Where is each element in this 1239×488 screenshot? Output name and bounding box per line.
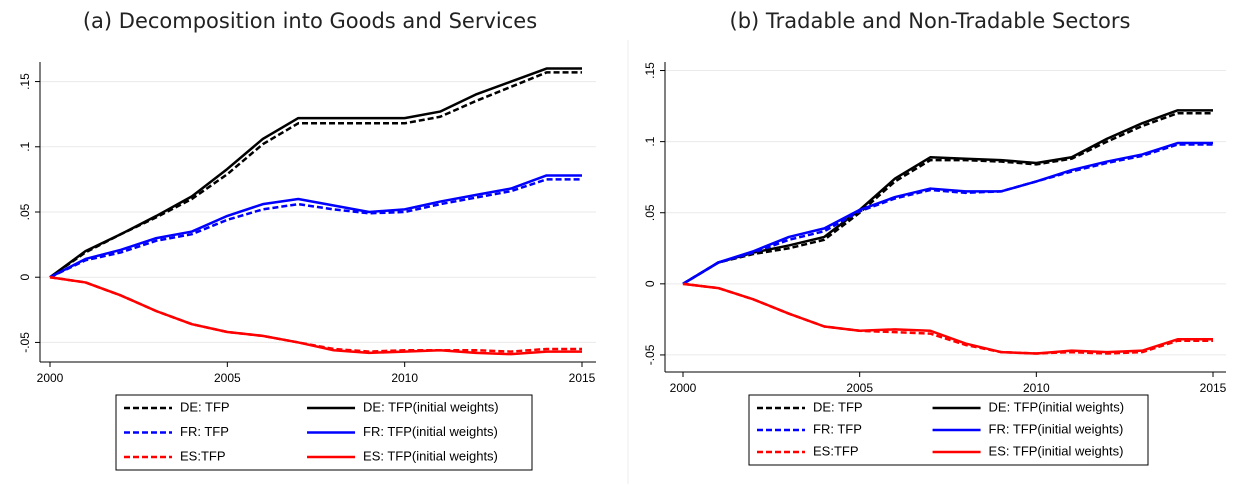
y-tick-label: .15 [18, 73, 32, 90]
legend: DE: TFP DE: TFP(initial weights) FR: TFP FR… [748, 394, 1149, 466]
y-tick-label: .1 [643, 136, 657, 146]
y-tick-label: .1 [18, 141, 32, 151]
series-line [49, 174, 582, 279]
legend-label: DE: TFP(initial weights) [989, 399, 1125, 414]
series-line [682, 282, 1213, 355]
x-tick-label: 2010 [1023, 381, 1050, 395]
x-tick-label: 2005 [846, 381, 873, 395]
legend-label: ES:TFP [813, 443, 859, 458]
y-tick-label: .05 [643, 204, 657, 221]
legend-label: FR: TFP(initial weights) [989, 421, 1124, 436]
series-line [682, 109, 1213, 285]
series-line [682, 143, 1213, 285]
y-tick-label: -.05 [643, 344, 657, 365]
series-line [682, 111, 1213, 285]
legend-label: ES:TFP [180, 448, 226, 463]
chart-title: (a) Decomposition into Goods and Service… [83, 9, 537, 33]
chart-title: (b) Tradable and Non-Tradable Sectors [730, 9, 1131, 33]
series-line [49, 67, 582, 279]
x-tick-label: 2015 [1200, 381, 1227, 395]
series-line [682, 141, 1213, 285]
y-tick-label: -.05 [18, 332, 32, 353]
series-line [682, 282, 1213, 355]
legend-label: FR: TFP [180, 424, 229, 439]
series-line [49, 178, 582, 279]
x-tick-label: 2015 [569, 371, 596, 385]
legend-label: ES: TFP(initial weights) [989, 443, 1124, 458]
legend-label: FR: TFP(initial weights) [363, 424, 498, 439]
legend-label: FR: TFP [813, 421, 862, 436]
y-tick-label: 0 [643, 280, 657, 287]
x-tick-label: 2010 [391, 371, 418, 385]
x-tick-label: 2000 [670, 381, 697, 395]
legend-label: DE: TFP [180, 399, 230, 414]
legend: DE: TFP DE: TFP(initial weights) FR: TFP FR… [115, 394, 533, 471]
y-tick-label: 0 [18, 274, 32, 281]
y-tick-label: .05 [18, 203, 32, 220]
legend-label: DE: TFP(initial weights) [363, 399, 499, 414]
legend-label: ES: TFP(initial weights) [363, 448, 498, 463]
x-tick-label: 2000 [37, 371, 64, 385]
legend-label: DE: TFP [813, 399, 863, 414]
x-tick-label: 2005 [214, 371, 241, 385]
series-line [49, 275, 582, 353]
y-tick-label: .15 [643, 62, 657, 79]
series-line [49, 275, 582, 356]
